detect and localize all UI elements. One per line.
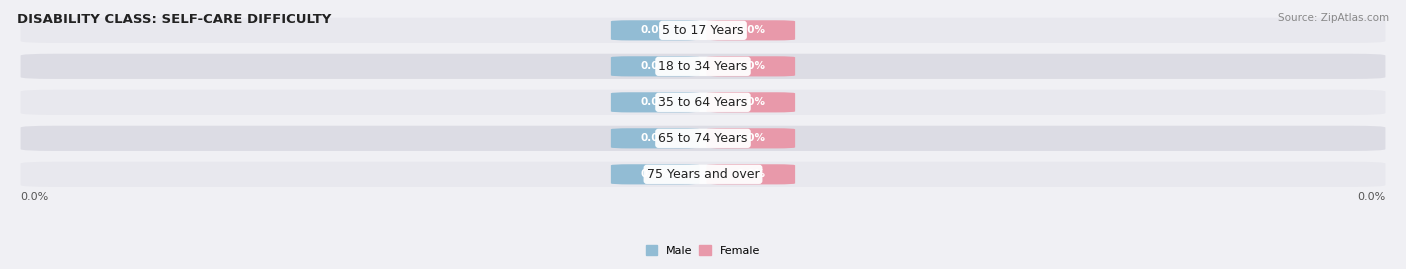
FancyBboxPatch shape — [21, 54, 1385, 79]
Text: 18 to 34 Years: 18 to 34 Years — [658, 60, 748, 73]
FancyBboxPatch shape — [21, 126, 1385, 151]
Text: 0.0%: 0.0% — [641, 25, 669, 35]
Text: 0.0%: 0.0% — [737, 61, 765, 71]
Text: 5 to 17 Years: 5 to 17 Years — [662, 24, 744, 37]
FancyBboxPatch shape — [610, 20, 700, 40]
FancyBboxPatch shape — [706, 20, 796, 40]
FancyBboxPatch shape — [21, 162, 1385, 187]
Text: 35 to 64 Years: 35 to 64 Years — [658, 96, 748, 109]
FancyBboxPatch shape — [706, 56, 796, 76]
Text: DISABILITY CLASS: SELF-CARE DIFFICULTY: DISABILITY CLASS: SELF-CARE DIFFICULTY — [17, 13, 332, 26]
FancyBboxPatch shape — [21, 18, 1385, 43]
FancyBboxPatch shape — [610, 164, 700, 185]
Text: 0.0%: 0.0% — [737, 25, 765, 35]
FancyBboxPatch shape — [21, 90, 1385, 115]
Text: 0.0%: 0.0% — [1357, 192, 1385, 202]
Text: 0.0%: 0.0% — [641, 169, 669, 179]
FancyBboxPatch shape — [706, 164, 796, 185]
Text: 0.0%: 0.0% — [737, 97, 765, 107]
Text: 0.0%: 0.0% — [641, 133, 669, 143]
Legend: Male, Female: Male, Female — [644, 243, 762, 258]
FancyBboxPatch shape — [610, 128, 700, 148]
Text: 0.0%: 0.0% — [737, 169, 765, 179]
FancyBboxPatch shape — [706, 92, 796, 112]
FancyBboxPatch shape — [610, 56, 700, 76]
Text: Source: ZipAtlas.com: Source: ZipAtlas.com — [1278, 13, 1389, 23]
Text: 75 Years and over: 75 Years and over — [647, 168, 759, 181]
Text: 0.0%: 0.0% — [21, 192, 49, 202]
Text: 0.0%: 0.0% — [641, 97, 669, 107]
Text: 0.0%: 0.0% — [641, 61, 669, 71]
Text: 0.0%: 0.0% — [737, 133, 765, 143]
FancyBboxPatch shape — [610, 92, 700, 112]
FancyBboxPatch shape — [706, 128, 796, 148]
Text: 65 to 74 Years: 65 to 74 Years — [658, 132, 748, 145]
